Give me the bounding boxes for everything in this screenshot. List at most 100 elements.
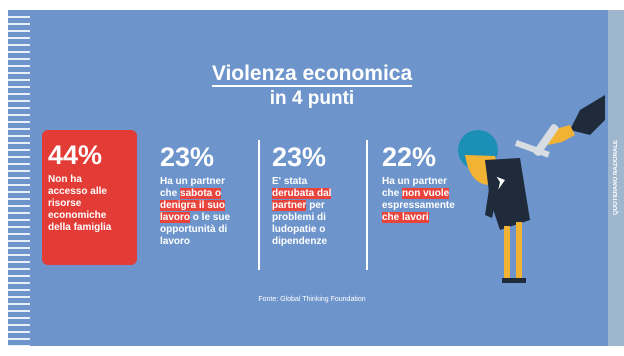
stat-text: che — [382, 188, 403, 199]
stat-text: dipendenze — [272, 236, 328, 247]
ruler-line — [8, 289, 30, 291]
stat-line: della famiglia — [48, 222, 111, 234]
ruler-line — [8, 219, 30, 221]
stat-line: Ha un partner — [160, 176, 230, 188]
stat-percent: 23% — [160, 142, 215, 172]
stat-text: o le sue — [190, 212, 231, 223]
ruler-line — [8, 198, 30, 200]
ruler-line — [8, 240, 30, 242]
ruler-line — [8, 65, 30, 67]
illustration — [458, 95, 605, 283]
stat-line: che lavori — [382, 212, 455, 224]
stat-text: lavoro — [160, 212, 191, 223]
stat-line: economiche — [48, 210, 111, 222]
stat: 22% Ha un partner che non vuole espressamen… — [382, 142, 455, 224]
ruler-line — [8, 247, 30, 249]
stat-line: problemi di — [272, 212, 331, 224]
stat-text: denigra il suo — [160, 200, 226, 211]
ruler-line — [8, 296, 30, 298]
ruler-line — [8, 212, 30, 214]
ruler-line — [8, 149, 30, 151]
ruler-line — [8, 79, 30, 81]
stat: 23% E' stata derubata dal partner per proble… — [272, 142, 332, 248]
ruler-line — [8, 184, 30, 186]
stat-line: lavoro — [160, 236, 230, 248]
stat-line: espressamente — [382, 200, 455, 212]
stat-line: dipendenze — [272, 236, 331, 248]
ruler-line — [8, 156, 30, 158]
stat-text: economiche — [48, 210, 107, 221]
ruler-line — [8, 30, 30, 32]
ruler-line — [8, 170, 30, 172]
stat-line: risorse — [48, 198, 111, 210]
ruler-line — [8, 324, 30, 326]
ruler-line — [8, 282, 30, 284]
stat-text: non vuole — [402, 188, 450, 199]
title: Violenza economica — [0, 62, 624, 87]
stat-text: risorse — [48, 198, 82, 209]
divider — [258, 140, 260, 270]
ruler-line — [8, 93, 30, 95]
ruler-line — [8, 226, 30, 228]
title-text: Violenza economica — [211, 62, 413, 87]
stat-line: lavoro o le sue — [160, 212, 230, 224]
stat-line: Ha un partner — [382, 176, 455, 188]
stat-line: ludopatie o — [272, 224, 331, 236]
ruler-line — [8, 345, 30, 347]
stat-line: E' stata — [272, 176, 331, 188]
ruler-line — [8, 331, 30, 333]
ruler-line — [8, 23, 30, 25]
stat-percent: 22% — [382, 142, 437, 172]
ruler-line — [8, 114, 30, 116]
stat-text: sabota o — [180, 188, 222, 199]
stat-text: della famiglia — [48, 222, 112, 233]
stat-percent: 44% — [48, 140, 103, 170]
ruler-line — [8, 86, 30, 88]
stat-line: derubata dal — [272, 188, 332, 200]
stat-text: opportunità di — [160, 224, 228, 235]
stat-line: opportunità di — [160, 224, 230, 236]
stat-text: che — [160, 188, 181, 199]
stat-text: problemi di — [272, 212, 326, 223]
ruler-line — [8, 317, 30, 319]
ruler-line — [8, 16, 30, 18]
ruler-line — [8, 58, 30, 60]
ruler-line — [8, 135, 30, 137]
stat-line: che non vuole — [382, 188, 455, 200]
stat-text: espressamente — [382, 200, 455, 211]
ruler-line — [8, 128, 30, 130]
stat-line: partner per — [272, 200, 331, 212]
ruler-line — [8, 72, 30, 74]
ruler-line — [8, 121, 30, 123]
stat-line: che sabota o — [160, 188, 230, 200]
stat-text: per — [306, 200, 325, 211]
divider — [366, 140, 368, 270]
ruler-line — [8, 254, 30, 256]
ruler-line — [8, 37, 30, 39]
side-strip — [608, 10, 624, 346]
highlight-card — [42, 130, 137, 265]
source: Fonte: Global Thinking Foundation — [258, 296, 366, 303]
stat: 23% Ha un partner che sabota o denigra il s… — [160, 142, 230, 248]
ruler-line — [8, 310, 30, 312]
stat-text: che lavori — [382, 212, 429, 223]
ruler-line — [8, 51, 30, 53]
ruler-line — [8, 100, 30, 102]
stat-text: lavoro — [160, 236, 191, 247]
stat-text: partner — [272, 200, 307, 211]
ruler-line — [8, 191, 30, 193]
stat-text: accesso alle — [48, 186, 107, 197]
ruler-line — [8, 142, 30, 144]
stat-text: Ha un partner — [160, 176, 226, 187]
stat-text: Ha un partner — [382, 176, 448, 187]
stat-line: Non ha — [48, 174, 111, 186]
stat-line: denigra il suo — [160, 200, 230, 212]
ruler-line — [8, 275, 30, 277]
subtitle: in 4 punti — [269, 88, 355, 109]
ruler-line — [8, 268, 30, 270]
stat-text: derubata dal — [272, 188, 332, 199]
stat-percent: 23% — [272, 142, 327, 172]
ruler-line — [8, 303, 30, 305]
ruler-line — [8, 338, 30, 340]
